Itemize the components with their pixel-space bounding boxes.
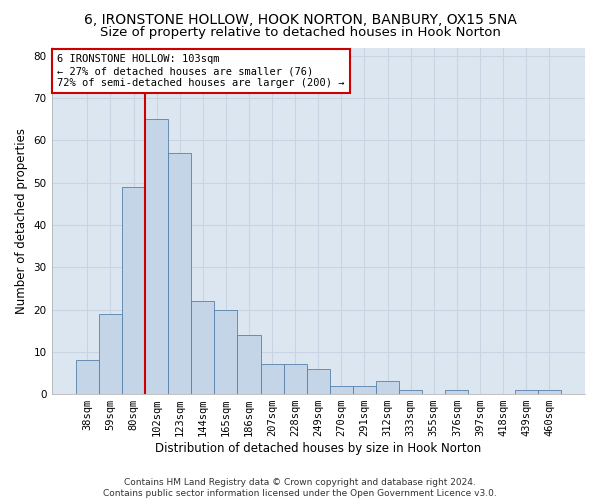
Bar — [445, 390, 469, 394]
Bar — [330, 386, 353, 394]
Bar — [260, 364, 284, 394]
Bar — [168, 153, 191, 394]
Bar — [76, 360, 99, 394]
Bar — [191, 301, 214, 394]
Bar — [307, 368, 330, 394]
Text: Contains HM Land Registry data © Crown copyright and database right 2024.
Contai: Contains HM Land Registry data © Crown c… — [103, 478, 497, 498]
Bar — [284, 364, 307, 394]
Text: 6, IRONSTONE HOLLOW, HOOK NORTON, BANBURY, OX15 5NA: 6, IRONSTONE HOLLOW, HOOK NORTON, BANBUR… — [83, 12, 517, 26]
Bar — [353, 386, 376, 394]
Bar — [214, 310, 238, 394]
Bar — [238, 335, 260, 394]
Y-axis label: Number of detached properties: Number of detached properties — [15, 128, 28, 314]
Text: Size of property relative to detached houses in Hook Norton: Size of property relative to detached ho… — [100, 26, 500, 39]
Bar — [515, 390, 538, 394]
Bar — [376, 382, 399, 394]
Bar — [399, 390, 422, 394]
Bar — [122, 187, 145, 394]
Bar — [99, 314, 122, 394]
X-axis label: Distribution of detached houses by size in Hook Norton: Distribution of detached houses by size … — [155, 442, 481, 455]
Text: 6 IRONSTONE HOLLOW: 103sqm
← 27% of detached houses are smaller (76)
72% of semi: 6 IRONSTONE HOLLOW: 103sqm ← 27% of deta… — [57, 54, 344, 88]
Bar — [145, 120, 168, 394]
Bar — [538, 390, 561, 394]
